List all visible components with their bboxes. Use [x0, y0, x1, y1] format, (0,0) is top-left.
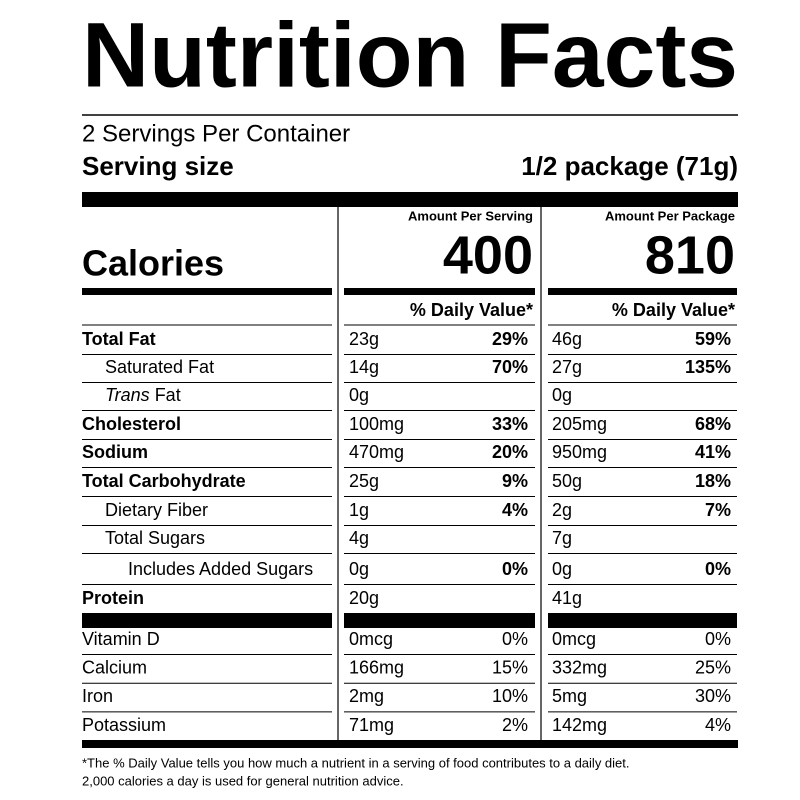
daily-value: 4% [705, 715, 731, 735]
servings-per-container: 2 Servings Per Container [82, 120, 350, 147]
daily-value: 135% [685, 357, 731, 377]
amount: 20g [349, 588, 379, 608]
serving-size-label: Serving size [82, 151, 234, 181]
daily-value: 15% [492, 657, 528, 677]
nutrient-label: Includes Added Sugars [128, 559, 313, 579]
amount: 50g [552, 471, 582, 491]
daily-value: 25% [695, 657, 731, 677]
daily-value: 29% [492, 329, 528, 349]
calories-value: 810 [645, 225, 735, 285]
footnote: *The % Daily Value tells you how much a … [82, 755, 630, 770]
amount: 7g [552, 528, 572, 548]
column-heading: Amount Per Serving [408, 208, 533, 223]
thick-bar [548, 288, 737, 295]
amount: 27g [552, 357, 582, 377]
nutrient-label: Sodium [82, 442, 148, 462]
footnote: 2,000 calories a day is used for general… [82, 773, 404, 788]
dv-heading: % Daily Value* [612, 300, 735, 320]
thick-bar [82, 192, 738, 207]
daily-value: 7% [705, 500, 731, 520]
daily-value: 33% [492, 414, 528, 434]
daily-value: 18% [695, 471, 731, 491]
daily-value: 68% [695, 414, 731, 434]
daily-value: 0% [502, 629, 528, 649]
daily-value: 10% [492, 686, 528, 706]
amount: 23g [349, 329, 379, 349]
amount: 71mg [349, 715, 394, 735]
thick-bar [82, 288, 332, 295]
nutrient-label: Total Fat [82, 329, 156, 349]
amount: 0g [552, 385, 572, 405]
amount: 0mcg [349, 629, 393, 649]
nutrient-label: Iron [82, 686, 113, 706]
amount: 1g [349, 500, 369, 520]
amount: 4g [349, 528, 369, 548]
daily-value: 0% [502, 559, 528, 579]
nutrient-label: Potassium [82, 715, 166, 735]
amount: 25g [349, 471, 379, 491]
amount: 166mg [349, 657, 404, 677]
amount: 332mg [552, 657, 607, 677]
dv-heading: % Daily Value* [410, 300, 533, 320]
amount: 2g [552, 500, 572, 520]
thick-bar [344, 288, 535, 295]
column-heading: Amount Per Package [605, 208, 735, 223]
amount: 2mg [349, 686, 384, 706]
nutrient-label: Dietary Fiber [105, 500, 208, 520]
nutrient-label-text: Fat [155, 385, 181, 405]
nutrient-label-italic: Trans [105, 385, 150, 405]
nutrient-label: Trans Fat [105, 385, 181, 405]
nutrient-label: Calcium [82, 657, 147, 677]
amount: 100mg [349, 414, 404, 434]
daily-value: 41% [695, 442, 731, 462]
nutrient-label: Vitamin D [82, 629, 160, 649]
title: Nutrition Facts [82, 4, 738, 106]
thick-bar [82, 740, 738, 748]
daily-value: 30% [695, 686, 731, 706]
amount: 46g [552, 329, 582, 349]
amount: 0g [552, 559, 572, 579]
thick-bar [82, 613, 332, 628]
thick-bar [344, 613, 535, 628]
amount: 0g [349, 559, 369, 579]
daily-value: 0% [705, 629, 731, 649]
nutrient-label: Total Carbohydrate [82, 471, 246, 491]
daily-value: 2% [502, 715, 528, 735]
daily-value: 9% [502, 471, 528, 491]
serving-size-value: 1/2 package (71g) [521, 151, 738, 181]
nutrient-label: Total Sugars [105, 528, 205, 548]
daily-value: 0% [705, 559, 731, 579]
calories-label: Calories [82, 243, 224, 284]
amount: 0g [349, 385, 369, 405]
amount: 0mcg [552, 629, 596, 649]
daily-value: 4% [502, 500, 528, 520]
amount: 470mg [349, 442, 404, 462]
amount: 205mg [552, 414, 607, 434]
calories-value: 400 [443, 225, 533, 285]
daily-value: 59% [695, 329, 731, 349]
nutrient-label: Cholesterol [82, 414, 181, 434]
amount: 14g [349, 357, 379, 377]
amount: 950mg [552, 442, 607, 462]
thick-bar [548, 613, 737, 628]
daily-value: 20% [492, 442, 528, 462]
amount: 5mg [552, 686, 587, 706]
nutrient-label: Protein [82, 588, 144, 608]
daily-value: 70% [492, 357, 528, 377]
amount: 142mg [552, 715, 607, 735]
amount: 41g [552, 588, 582, 608]
nutrient-label: Saturated Fat [105, 357, 214, 377]
